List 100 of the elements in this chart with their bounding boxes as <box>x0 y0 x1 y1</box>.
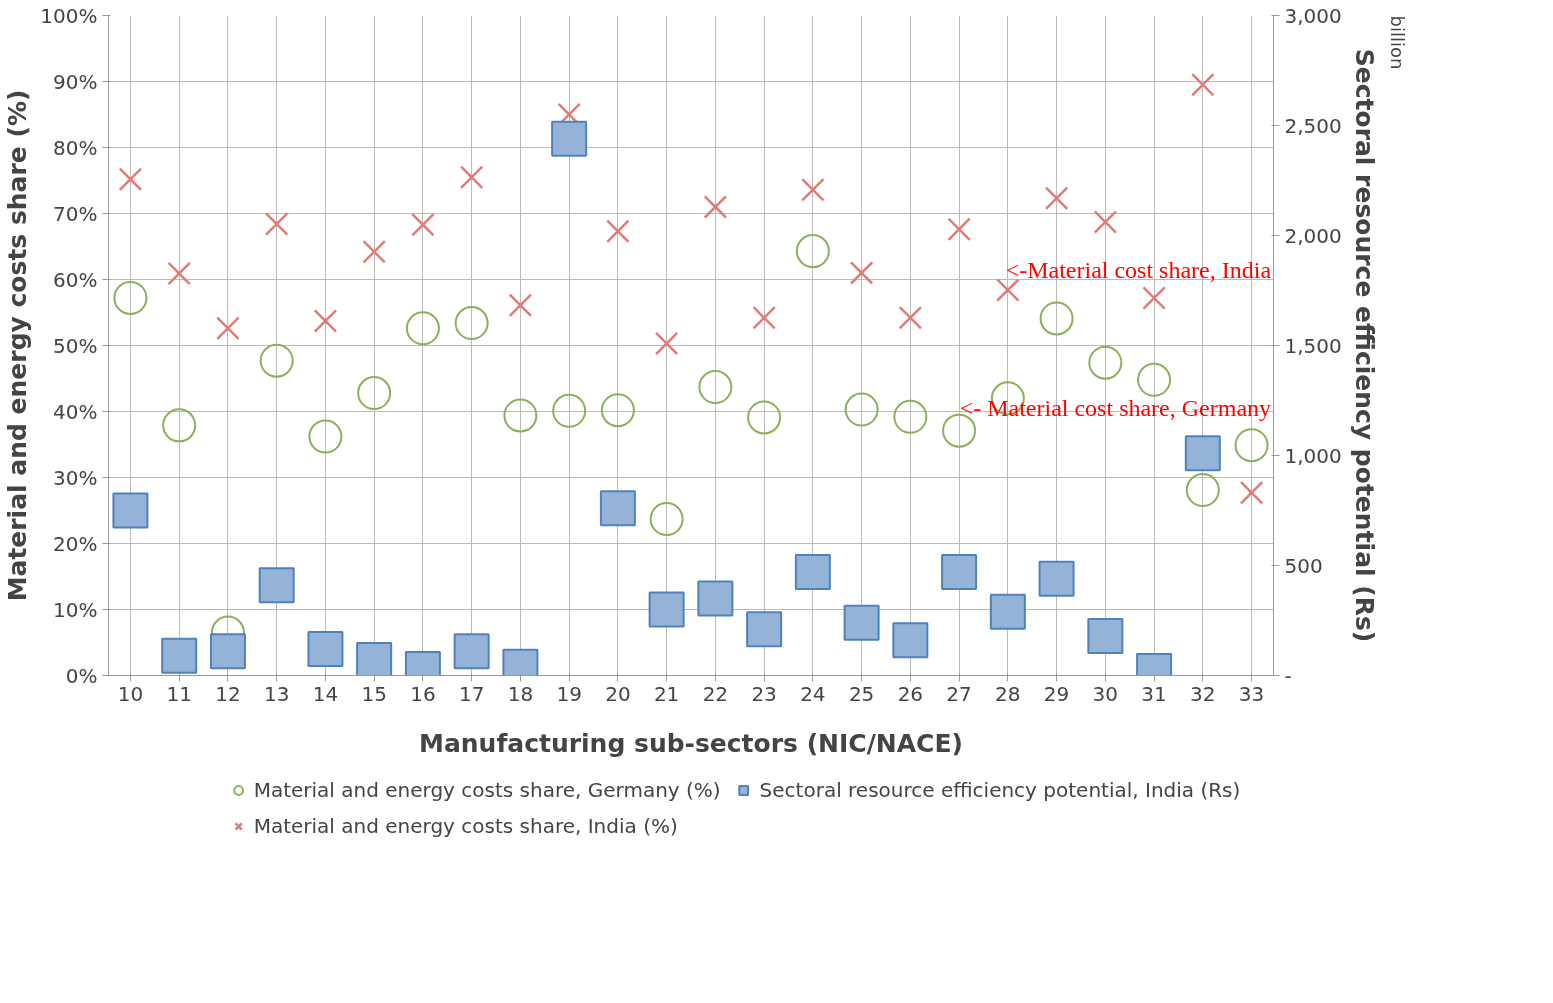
point <box>1185 473 1220 508</box>
point <box>167 261 192 286</box>
point <box>849 261 874 285</box>
x-tick-label: 33 <box>1238 681 1265 706</box>
x-tick-label: 13 <box>263 681 290 706</box>
x-tick-label: 32 <box>1190 681 1216 706</box>
point <box>118 167 143 192</box>
point <box>843 604 880 641</box>
point <box>698 370 733 405</box>
point <box>411 212 435 237</box>
point <box>844 392 879 427</box>
y-tick-label: 50% <box>53 333 98 358</box>
point <box>794 554 831 591</box>
point <box>357 376 392 410</box>
x-tick-label: 29 <box>1043 681 1070 706</box>
point <box>362 239 387 264</box>
y-tick-label: 20% <box>53 531 98 556</box>
y2-tick-label: 2,500 <box>1284 113 1342 138</box>
point <box>893 399 928 434</box>
point <box>942 413 977 448</box>
y-tick-label: 30% <box>53 465 98 490</box>
y2-axis-title: Sectoral resource efficiency potential (Rs) <box>1349 48 1379 643</box>
x-tick-label: 16 <box>410 681 436 706</box>
point <box>600 393 635 428</box>
point <box>112 492 149 529</box>
point <box>898 305 923 330</box>
point <box>209 633 246 670</box>
point <box>356 642 393 676</box>
point <box>752 305 776 330</box>
point <box>746 611 783 648</box>
point <box>308 419 343 454</box>
point <box>1142 286 1166 310</box>
x-tick-label: 14 <box>312 681 339 706</box>
y2-tick-label: - <box>1284 663 1292 688</box>
point <box>264 212 289 236</box>
x-axis-title: Manufacturing sub-sectors (NIC/NACE) <box>419 728 963 758</box>
point <box>216 316 240 341</box>
point <box>649 502 684 537</box>
point <box>941 554 978 591</box>
y-tick-label: 60% <box>53 267 98 292</box>
point <box>795 234 830 269</box>
y2-tick-label: 3,000 <box>1284 3 1342 28</box>
point <box>259 343 294 378</box>
x-tick-label: 17 <box>458 681 485 706</box>
x-tick-label: 20 <box>605 681 631 706</box>
y-tick-label: 0% <box>65 663 98 688</box>
point <box>453 633 490 670</box>
point <box>1087 617 1124 654</box>
point <box>892 622 929 659</box>
point <box>801 177 825 202</box>
point <box>552 393 587 428</box>
x-tick-label: 24 <box>800 681 826 706</box>
y2-tick-label: 1,500 <box>1284 333 1342 358</box>
y-tick-label: 70% <box>53 201 98 226</box>
x-tick-label: 12 <box>215 681 241 706</box>
annotation: <-Material cost share, India <box>1005 256 1272 283</box>
point <box>1039 301 1074 336</box>
point <box>989 593 1026 630</box>
y-tick-label: 10% <box>53 597 98 622</box>
point <box>113 281 148 315</box>
point <box>551 120 588 157</box>
point <box>459 165 484 190</box>
point <box>307 631 344 668</box>
legend-label: Sectoral resource efficiency potential, India (Rs) <box>759 777 1241 802</box>
point <box>508 293 533 318</box>
point <box>995 278 1020 302</box>
x-tick-label: 28 <box>995 681 1021 706</box>
x-tick-label: 19 <box>556 681 582 706</box>
x-tick-label: 30 <box>1092 681 1119 706</box>
y2-tick-label: 2,000 <box>1284 223 1342 248</box>
text: billion <box>1386 15 1408 70</box>
y2-tick-label: 500 <box>1284 553 1323 578</box>
point <box>703 195 728 219</box>
y-tick-label: 100% <box>40 3 98 28</box>
point <box>654 331 679 356</box>
point <box>697 580 734 617</box>
point <box>258 567 295 604</box>
legend-label: Material and energy costs share, India (%) <box>253 813 678 838</box>
point <box>599 490 636 527</box>
point <box>405 311 440 346</box>
x-tick-label: 25 <box>848 681 875 706</box>
point <box>1088 345 1123 380</box>
x-tick-label: 18 <box>507 681 534 706</box>
point <box>1234 428 1269 463</box>
x-tick-label: 15 <box>361 681 387 706</box>
y-axis-title: Material and energy costs share (%) <box>3 89 33 602</box>
point <box>1137 362 1172 397</box>
legend-label: Material and energy costs share, Germany (%) <box>253 777 721 802</box>
x-tick-label: 23 <box>751 681 777 706</box>
point <box>606 219 630 244</box>
point <box>1190 72 1215 97</box>
point <box>1184 435 1221 472</box>
point <box>161 637 198 674</box>
y-tick-label: 80% <box>53 135 98 160</box>
point <box>454 306 489 341</box>
x-tick-label: 11 <box>166 681 192 706</box>
point <box>1093 210 1118 234</box>
x-tick-label: 21 <box>653 681 680 706</box>
x-tick-label: 22 <box>702 681 729 706</box>
y-tick-label: 40% <box>53 399 98 424</box>
